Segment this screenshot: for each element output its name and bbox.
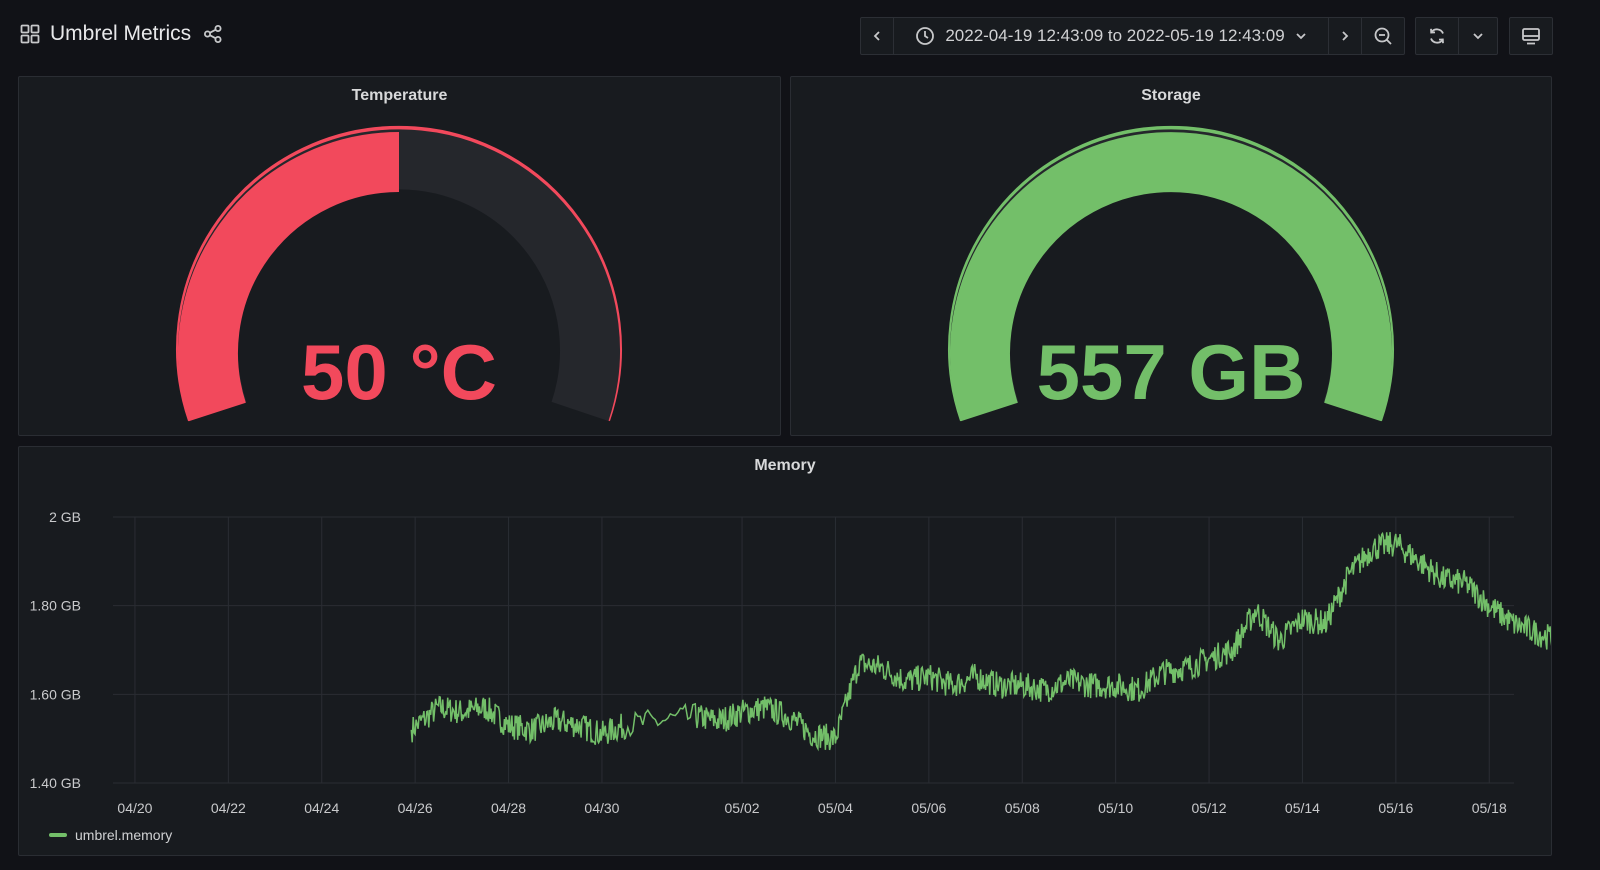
storage-panel-title[interactable]: Storage xyxy=(1141,87,1201,104)
memory-legend[interactable]: umbrel.memory xyxy=(49,827,172,843)
memory-panel-title[interactable]: Memory xyxy=(754,457,816,474)
chevron-down-icon xyxy=(1295,30,1307,42)
refresh-button[interactable] xyxy=(1415,17,1459,55)
refresh-icon xyxy=(1427,26,1447,46)
storage-gauge: 557 GB xyxy=(948,125,1394,422)
time-range-label: 2022-04-19 12:43:09 to 2022-05-19 12:43:… xyxy=(945,26,1285,45)
grid-icon[interactable] xyxy=(20,24,40,44)
temperature-panel-title[interactable]: Temperature xyxy=(351,87,448,104)
x-tick-label: 05/18 xyxy=(1472,800,1507,816)
x-tick-label: 04/22 xyxy=(211,800,246,816)
y-tick-label: 1.80 GB xyxy=(30,598,81,614)
dashboard-title-wrap: Umbrel Metrics xyxy=(20,22,223,46)
x-tick-label: 04/30 xyxy=(584,800,619,816)
x-tick-label: 05/16 xyxy=(1378,800,1413,816)
x-tick-label: 05/12 xyxy=(1192,800,1227,816)
legend-label: umbrel.memory xyxy=(75,827,173,843)
x-tick-label: 05/08 xyxy=(1005,800,1040,816)
dashboard-navbar: Umbrel Metrics 2022-04-19 12:43:09 to 20… xyxy=(0,0,1600,72)
y-tick-label: 1.60 GB xyxy=(30,686,81,702)
y-tick-label: 2 GB xyxy=(49,509,81,525)
zoom-out-icon xyxy=(1373,26,1393,46)
x-tick-label: 05/04 xyxy=(818,800,853,816)
storage-value: 557 GB xyxy=(1037,328,1306,416)
x-tick-label: 05/02 xyxy=(725,800,760,816)
temperature-panel: Temperature 50 °C xyxy=(18,76,781,436)
storage-gauge-fill xyxy=(950,132,1392,422)
x-tick-label: 05/14 xyxy=(1285,800,1320,816)
x-tick-label: 04/26 xyxy=(398,800,433,816)
time-range-back-button[interactable] xyxy=(860,17,894,55)
temperature-gauge: 50 °C xyxy=(176,125,622,422)
x-tick-label: 05/06 xyxy=(911,800,946,816)
legend-swatch xyxy=(49,833,67,837)
chevron-right-icon xyxy=(1339,30,1351,42)
clock-icon xyxy=(915,26,935,46)
x-tick-label: 04/28 xyxy=(491,800,526,816)
time-range-picker-button[interactable]: 2022-04-19 12:43:09 to 2022-05-19 12:43:… xyxy=(893,17,1329,55)
zoom-out-button[interactable] xyxy=(1361,17,1405,55)
x-tick-label: 04/24 xyxy=(304,800,339,816)
x-tick-label: 04/20 xyxy=(117,800,152,816)
temperature-value: 50 °C xyxy=(301,328,497,416)
refresh-interval-dropdown[interactable] xyxy=(1458,17,1498,55)
tv-mode-button[interactable] xyxy=(1509,17,1553,55)
chevron-left-icon xyxy=(871,30,883,42)
memory-panel: Memory 1.40 GB 1.60 GB 1.80 GB 2 GB 04/20 04… xyxy=(18,446,1552,856)
storage-panel: Storage 557 GB xyxy=(790,76,1552,436)
temperature-gauge-fill xyxy=(177,132,400,422)
memory-chart: 1.40 GB 1.60 GB 1.80 GB 2 GB 04/20 04/22 04/2… xyxy=(30,509,1551,816)
tv-mode-icon xyxy=(1521,26,1541,46)
time-range-forward-button[interactable] xyxy=(1328,17,1362,55)
dashboard-title[interactable]: Umbrel Metrics xyxy=(50,22,192,45)
chevron-down-icon xyxy=(1472,30,1484,42)
share-icon[interactable] xyxy=(203,24,223,44)
x-tick-label: 05/10 xyxy=(1098,800,1133,816)
y-tick-label: 1.40 GB xyxy=(30,775,81,791)
memory-series-line xyxy=(410,531,1551,752)
